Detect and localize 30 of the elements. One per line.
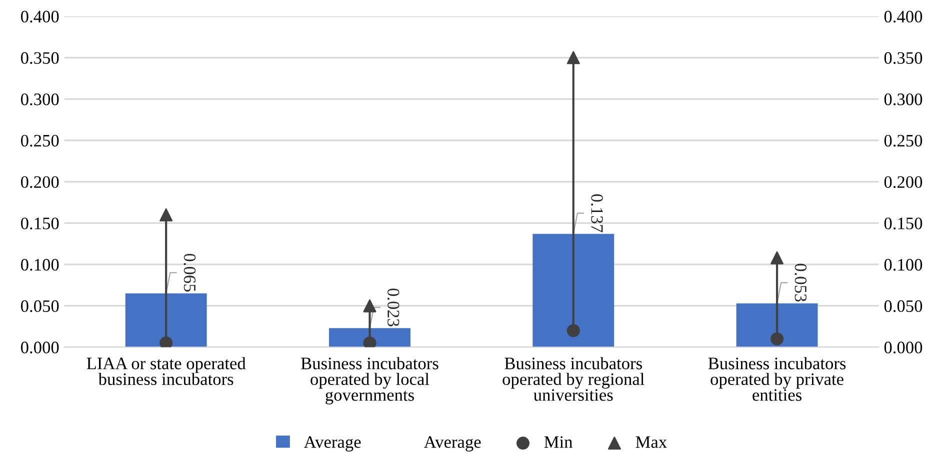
y-tick-label: 0.350 (21, 52, 59, 64)
y2-tick-label: 0.100 (884, 258, 922, 271)
data-label: 0.053 (794, 264, 807, 302)
text: Average (424, 436, 481, 452)
y-tick-label: 0.050 (21, 300, 59, 312)
legend-label: Average (304, 436, 361, 452)
y-tick-label: 0.250 (21, 134, 59, 147)
y-tick-label: 0.200 (21, 176, 59, 188)
y2-tick-label: 0.400 (884, 10, 922, 23)
y-tick-label: 0.400 (21, 10, 59, 23)
x-tick-label: Business incubators operated by private entities (708, 357, 846, 401)
y2-tick-label: 0.300 (884, 94, 922, 106)
data-label: 0.065 (184, 254, 196, 292)
y-tick-label: 0.100 (21, 258, 59, 271)
x-tick-label: Business incubators operated by regional universities (502, 357, 644, 401)
legend-label: Min (544, 436, 573, 448)
legend-label: Max (636, 436, 667, 448)
data-label: 0.023 (387, 288, 400, 326)
y-tick-label: 0.300 (21, 94, 59, 106)
x-tick-label: LIAA or state operated business incubators (86, 357, 246, 386)
y2-tick-label: 0.250 (884, 134, 922, 147)
data-label: 0.137 (591, 194, 603, 232)
y2-tick-label: 0.200 (884, 176, 922, 188)
y-tick-label: 0.150 (21, 218, 59, 230)
y2-tick-label: 0.150 (884, 218, 922, 230)
y-tick-label: 0.000 (21, 342, 59, 354)
y2-tick-label: 0.050 (884, 300, 922, 312)
y2-tick-label: 0.350 (884, 52, 922, 64)
x-tick-label: Business incubators operated by local governments (301, 357, 438, 404)
y2-tick-label: 0.000 (884, 342, 922, 354)
